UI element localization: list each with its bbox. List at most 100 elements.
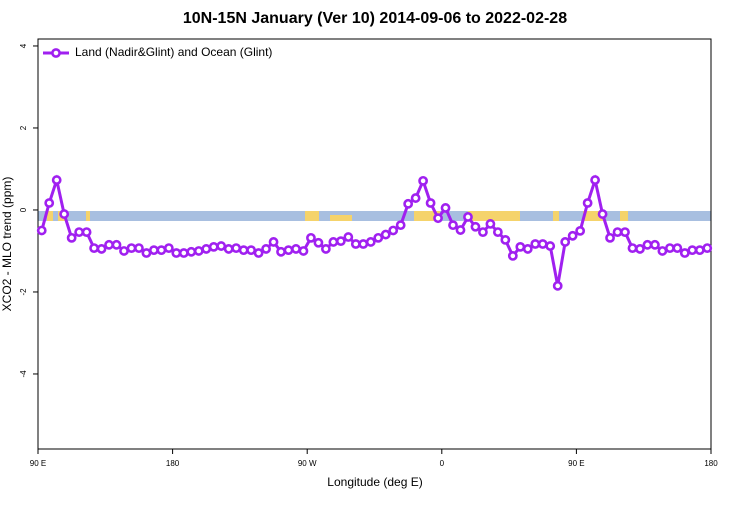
data-point — [418, 175, 429, 186]
land — [468, 211, 520, 221]
land — [620, 211, 628, 221]
data-point — [537, 239, 548, 249]
data-point — [395, 220, 406, 231]
data-point — [51, 175, 62, 185]
plot-frame — [37, 38, 712, 450]
data-point — [313, 237, 324, 248]
data-point — [679, 248, 690, 258]
data-point — [694, 245, 705, 256]
y-axis-label: XCO2 - MLO trend (ppm) — [0, 177, 14, 312]
data-point — [66, 232, 77, 243]
data-point — [433, 213, 443, 224]
data-point — [545, 241, 556, 251]
data-point — [231, 243, 242, 253]
x-tick-label: 90 W — [298, 459, 317, 468]
chart-title: 10N-15N January (Ver 10) 2014-09-06 to 2… — [183, 10, 567, 27]
data-point — [627, 243, 638, 253]
data-point — [597, 209, 608, 219]
data-point — [552, 280, 563, 291]
legend-label: Land (Nadir&Glint) and Ocean (Glint) — [75, 45, 272, 59]
y-tick-label: -4 — [19, 370, 28, 378]
data-point — [298, 246, 309, 256]
map-background — [38, 211, 711, 221]
data-point — [283, 245, 294, 256]
x-axis-label: Longitude (deg E) — [327, 475, 422, 489]
data-point — [567, 230, 578, 241]
data-point — [89, 243, 99, 253]
data-point — [365, 237, 376, 247]
data-point — [485, 219, 496, 229]
data-point — [44, 198, 55, 208]
data-point — [455, 225, 466, 235]
data-point — [410, 193, 421, 203]
data-point — [36, 225, 47, 236]
data-point — [350, 239, 361, 249]
x-tick-label: 180 — [166, 459, 180, 468]
land — [330, 215, 352, 221]
data-point — [687, 245, 698, 256]
data-point — [672, 243, 683, 253]
data-point — [492, 227, 503, 238]
data-point — [463, 212, 473, 222]
data-point — [650, 239, 660, 250]
data-point — [156, 245, 167, 256]
data-point — [522, 244, 533, 254]
data-point — [590, 175, 600, 185]
data-point — [328, 237, 339, 247]
data-point — [276, 246, 286, 257]
data-point — [126, 243, 137, 253]
data-point — [343, 232, 354, 242]
data-point — [306, 232, 316, 243]
data-point — [403, 198, 414, 209]
data-point — [335, 236, 346, 247]
land — [86, 211, 90, 221]
data-point — [238, 245, 249, 256]
data-point — [59, 209, 70, 219]
data-point — [163, 243, 174, 253]
data-point — [134, 243, 144, 253]
data-point — [141, 248, 152, 258]
x-tick-label: 180 — [704, 459, 718, 468]
data-point — [223, 244, 234, 254]
data-point — [358, 239, 369, 249]
data-point — [193, 246, 204, 256]
data-point — [201, 244, 212, 254]
data-point — [605, 232, 615, 243]
data-point — [149, 245, 159, 256]
data-point — [104, 239, 114, 250]
data-point — [119, 246, 129, 256]
data-point — [186, 246, 197, 257]
y-tick-label: 0 — [19, 207, 28, 212]
data-point — [74, 227, 85, 238]
data-point — [635, 244, 645, 254]
data-point — [208, 241, 219, 252]
data-point — [440, 203, 451, 213]
data-point — [388, 225, 399, 236]
ocean-band — [38, 211, 711, 221]
data-point — [664, 243, 675, 253]
x-tick-label: 90 E — [30, 459, 46, 468]
data-point — [530, 239, 541, 249]
data-point — [81, 227, 92, 238]
y-tick-label: -2 — [19, 288, 28, 296]
data-point — [507, 250, 518, 261]
data-point — [470, 221, 481, 232]
data-point — [515, 241, 526, 252]
data-point — [425, 198, 436, 208]
data-point — [216, 241, 227, 251]
land — [305, 211, 319, 221]
data-point — [178, 248, 189, 258]
land — [553, 211, 559, 221]
series-line — [40, 174, 708, 287]
data-point — [702, 243, 713, 253]
land — [47, 211, 53, 221]
data-point — [96, 244, 107, 254]
data-point — [373, 232, 384, 243]
data-point — [642, 239, 653, 250]
x-tick-label: 0 — [440, 459, 445, 468]
data-point — [320, 244, 331, 254]
data-point — [253, 248, 264, 258]
legend-marker — [51, 48, 61, 58]
data-point — [291, 244, 301, 254]
land — [414, 211, 440, 221]
